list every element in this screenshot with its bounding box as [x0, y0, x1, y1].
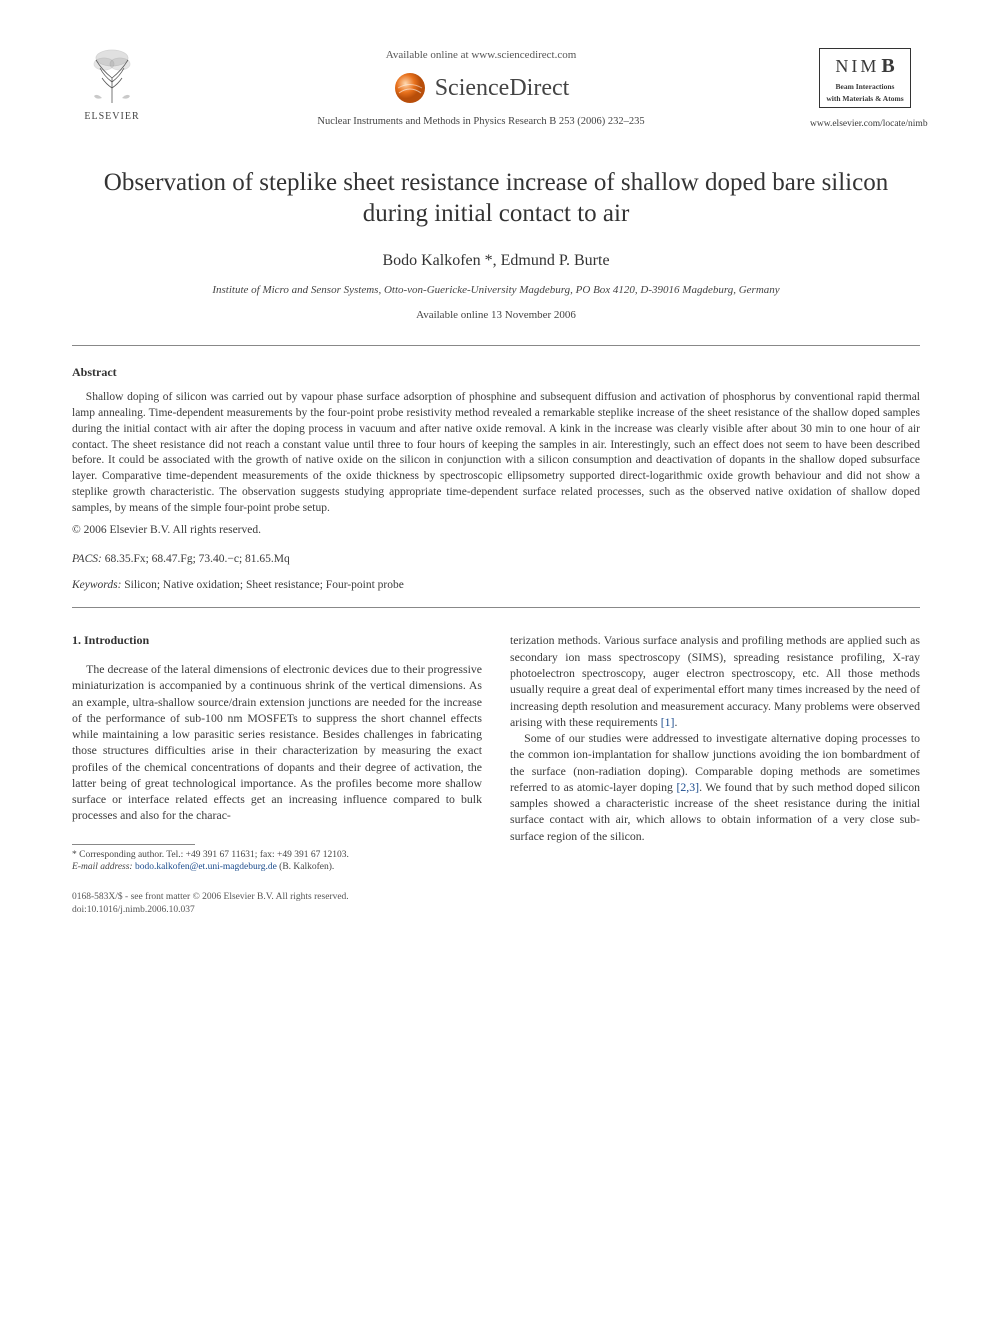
- body-columns: 1. Introduction The decrease of the late…: [72, 632, 920, 873]
- footnote-email-label: E-mail address:: [72, 862, 133, 872]
- pacs-label: PACS:: [72, 553, 102, 565]
- elsevier-logo: ELSEVIER: [72, 48, 152, 124]
- nim-box: NIMB Beam Interactions with Materials & …: [819, 48, 910, 108]
- col2-paragraph-2: Some of our studies were addressed to in…: [510, 730, 920, 844]
- footer-line1: 0168-583X/$ - see front matter © 2006 El…: [72, 891, 920, 903]
- column-right: terization methods. Various surface anal…: [510, 632, 920, 873]
- keywords-line: Keywords: Silicon; Native oxidation; She…: [72, 578, 920, 594]
- footnote-block: * Corresponding author. Tel.: +49 391 67…: [72, 849, 482, 874]
- footnote-rule: [72, 844, 195, 845]
- footer-line2: doi:10.1016/j.nimb.2006.10.037: [72, 904, 920, 916]
- sciencedirect-ball-icon: [393, 71, 427, 105]
- available-date: Available online 13 November 2006: [72, 308, 920, 323]
- footnote-marker: *: [72, 850, 77, 860]
- copyright: © 2006 Elsevier B.V. All rights reserved…: [72, 523, 920, 539]
- nim-main-label: NIM: [835, 56, 879, 76]
- rule-top: [72, 345, 920, 346]
- nim-url: www.elsevier.com/locate/nimb: [810, 118, 920, 131]
- elsevier-tree-icon: [82, 48, 142, 108]
- authors: Bodo Kalkofen *, Edmund P. Burte: [72, 250, 920, 272]
- footer-info: 0168-583X/$ - see front matter © 2006 El…: [72, 891, 920, 916]
- nim-subtitle-1: Beam Interactions: [826, 83, 903, 92]
- nim-subtitle-2: with Materials & Atoms: [826, 95, 903, 104]
- sciencedirect-label: ScienceDirect: [435, 72, 570, 104]
- column-left: 1. Introduction The decrease of the late…: [72, 632, 482, 873]
- col2-paragraph-1: terization methods. Various surface anal…: [510, 632, 920, 730]
- abstract-body: Shallow doping of silicon was carried ou…: [72, 390, 920, 517]
- col1-paragraph-1: The decrease of the lateral dimensions o…: [72, 661, 482, 824]
- nim-logo-block: NIMB Beam Interactions with Materials & …: [810, 48, 920, 131]
- sciencedirect-logo: ScienceDirect: [393, 71, 570, 105]
- citation-1[interactable]: [1]: [661, 715, 675, 729]
- footnote-suffix: (B. Kalkofen).: [279, 862, 334, 872]
- nim-b-label: B: [881, 55, 894, 77]
- footnote-line1: Corresponding author. Tel.: +49 391 67 1…: [79, 850, 349, 860]
- available-online-text: Available online at www.sciencedirect.co…: [164, 48, 798, 63]
- col2-p1-b: .: [674, 715, 677, 729]
- keywords-values: Silicon; Native oxidation; Sheet resista…: [124, 579, 404, 591]
- footnote-email-link[interactable]: bodo.kalkofen@et.uni-magdeburg.de: [135, 862, 277, 872]
- section-1-heading: 1. Introduction: [72, 632, 482, 649]
- pacs-line: PACS: 68.35.Fx; 68.47.Fg; 73.40.−c; 81.6…: [72, 552, 920, 568]
- affiliation: Institute of Micro and Sensor Systems, O…: [72, 283, 920, 298]
- citation-2-3[interactable]: [2,3]: [676, 780, 699, 794]
- rule-bottom: [72, 607, 920, 608]
- elsevier-label: ELSEVIER: [84, 110, 139, 124]
- pacs-codes: 68.35.Fx; 68.47.Fg; 73.40.−c; 81.65.Mq: [105, 553, 290, 565]
- article-title: Observation of steplike sheet resistance…: [72, 167, 920, 230]
- header-row: ELSEVIER Available online at www.science…: [72, 48, 920, 131]
- keywords-label: Keywords:: [72, 579, 121, 591]
- abstract-heading: Abstract: [72, 364, 920, 380]
- col2-p1-a: terization methods. Various surface anal…: [510, 633, 920, 728]
- header-center: Available online at www.sciencedirect.co…: [152, 48, 810, 129]
- journal-reference: Nuclear Instruments and Methods in Physi…: [164, 115, 798, 129]
